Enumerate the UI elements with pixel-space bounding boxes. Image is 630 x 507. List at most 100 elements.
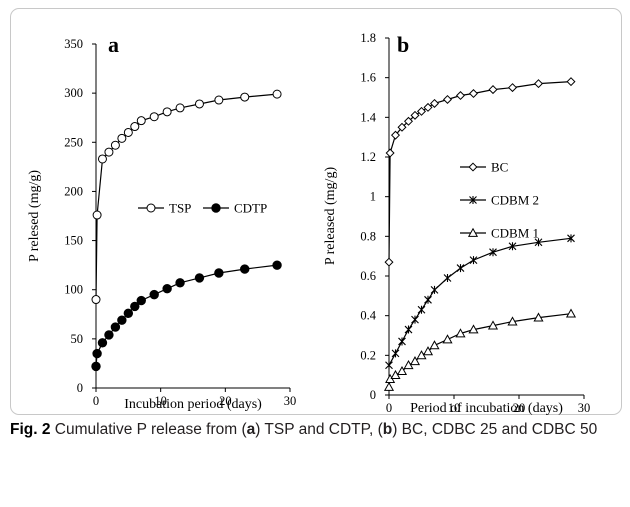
data-point xyxy=(391,349,400,358)
data-point xyxy=(423,102,433,112)
figure-caption: Fig. 2 Cumulative P release from (a) TSP… xyxy=(10,419,610,441)
data-point xyxy=(566,77,576,87)
data-point xyxy=(123,127,133,137)
y-axis-label: P released (mg/g) xyxy=(323,167,338,266)
y-tick-label: 1.4 xyxy=(360,110,376,124)
data-point xyxy=(442,94,453,104)
x-axis-label: Incubation period (days) xyxy=(124,397,262,412)
legend-label: CDBM 1 xyxy=(491,226,539,241)
legend-marker xyxy=(467,227,479,237)
data-point xyxy=(123,308,134,319)
panel-b: b 0 0.2 0.4 0.6 0.8 1 1.2 1.4 1.6 1.8 0 10 20 30 Perio… xyxy=(323,31,590,416)
data-point xyxy=(110,140,120,150)
data-point xyxy=(272,89,282,99)
caption-text: ) TSP and CDTP, ( xyxy=(255,421,383,438)
series-line-cdbm-1 xyxy=(388,313,572,388)
data-point xyxy=(194,273,205,283)
data-point xyxy=(97,154,107,164)
data-point xyxy=(385,148,395,158)
data-point xyxy=(533,79,544,89)
panel-a: a 0 50 100 150 200 250 300 350 0 10 20 30 Incubation… xyxy=(27,32,296,412)
panel-label-b: b xyxy=(397,32,409,57)
legend-label: CDBM 2 xyxy=(491,193,539,208)
data-point xyxy=(92,210,102,220)
x-tick-label: 10 xyxy=(448,401,461,415)
data-point xyxy=(487,320,499,330)
data-point xyxy=(214,95,224,105)
data-point xyxy=(567,234,575,243)
data-point xyxy=(565,308,577,318)
data-point xyxy=(468,324,479,334)
data-point xyxy=(91,361,101,372)
data-point xyxy=(417,305,426,314)
y-tick-label: 1.2 xyxy=(360,150,376,164)
data-point xyxy=(162,107,172,117)
data-point xyxy=(430,285,439,294)
caption-text: a xyxy=(246,421,256,438)
panel-label-a: a xyxy=(108,32,119,57)
data-point xyxy=(149,289,159,300)
x-tick-label: 30 xyxy=(284,394,297,408)
data-point xyxy=(489,248,497,257)
data-point xyxy=(397,122,407,132)
y-tick-label: 100 xyxy=(64,283,83,297)
y-tick-label: 0.4 xyxy=(360,309,376,323)
data-point xyxy=(104,147,114,157)
data-point xyxy=(110,322,121,332)
y-tick-label: 0.6 xyxy=(360,269,376,283)
data-point xyxy=(175,103,185,113)
y-tick-label: 0.2 xyxy=(360,348,376,362)
y-tick-label: 0.8 xyxy=(360,229,376,243)
legend-label: TSP xyxy=(169,201,191,216)
legend-marker xyxy=(211,203,221,213)
legend-marker xyxy=(469,196,477,204)
data-point xyxy=(456,264,465,273)
data-point xyxy=(384,257,394,267)
data-point xyxy=(240,264,250,274)
data-point xyxy=(411,315,419,324)
data-point xyxy=(272,260,282,270)
y-tick-label: 50 xyxy=(71,332,84,346)
data-point xyxy=(92,348,102,359)
y-tick-label: 1.8 xyxy=(360,31,376,45)
data-point xyxy=(398,337,406,346)
y-axis-label: P relesed (mg/g) xyxy=(27,170,42,262)
data-point xyxy=(175,278,185,288)
data-point xyxy=(429,340,440,350)
y-tick-label: 350 xyxy=(64,37,83,51)
caption-text: Cumulative P release from ( xyxy=(50,421,247,438)
data-point xyxy=(403,116,414,126)
y-tick-label: 0 xyxy=(370,388,376,402)
data-point xyxy=(149,112,159,122)
legend-label: BC xyxy=(491,160,508,175)
data-point xyxy=(443,273,452,282)
data-point xyxy=(455,91,466,101)
y-tick-label: 250 xyxy=(64,135,83,149)
x-axis-label: Period of incubation (days) xyxy=(410,401,563,416)
caption-text: ) BC, CDBC 25 and CDBC 50 xyxy=(392,421,598,438)
legend-marker xyxy=(468,162,478,172)
data-point xyxy=(130,122,140,132)
data-point xyxy=(410,110,420,120)
x-tick-label: 10 xyxy=(154,394,167,408)
data-point xyxy=(130,301,140,312)
data-point xyxy=(468,89,479,99)
data-point xyxy=(508,242,517,251)
x-tick-label: 20 xyxy=(513,401,526,415)
data-point xyxy=(91,295,101,305)
data-point xyxy=(136,116,146,126)
caption-label: Fig. 2 xyxy=(10,421,51,438)
data-point xyxy=(488,85,498,95)
series-line-bc xyxy=(388,81,572,263)
y-tick-label: 1 xyxy=(370,190,376,204)
data-point xyxy=(162,284,172,294)
data-point xyxy=(136,295,146,306)
data-point xyxy=(396,365,408,376)
y-tick-label: 200 xyxy=(64,184,83,198)
data-point xyxy=(104,330,114,340)
figure-frame xyxy=(10,8,622,415)
x-tick-label: 0 xyxy=(386,401,392,415)
data-point xyxy=(442,334,453,344)
data-point xyxy=(117,133,127,143)
data-point xyxy=(422,346,434,356)
